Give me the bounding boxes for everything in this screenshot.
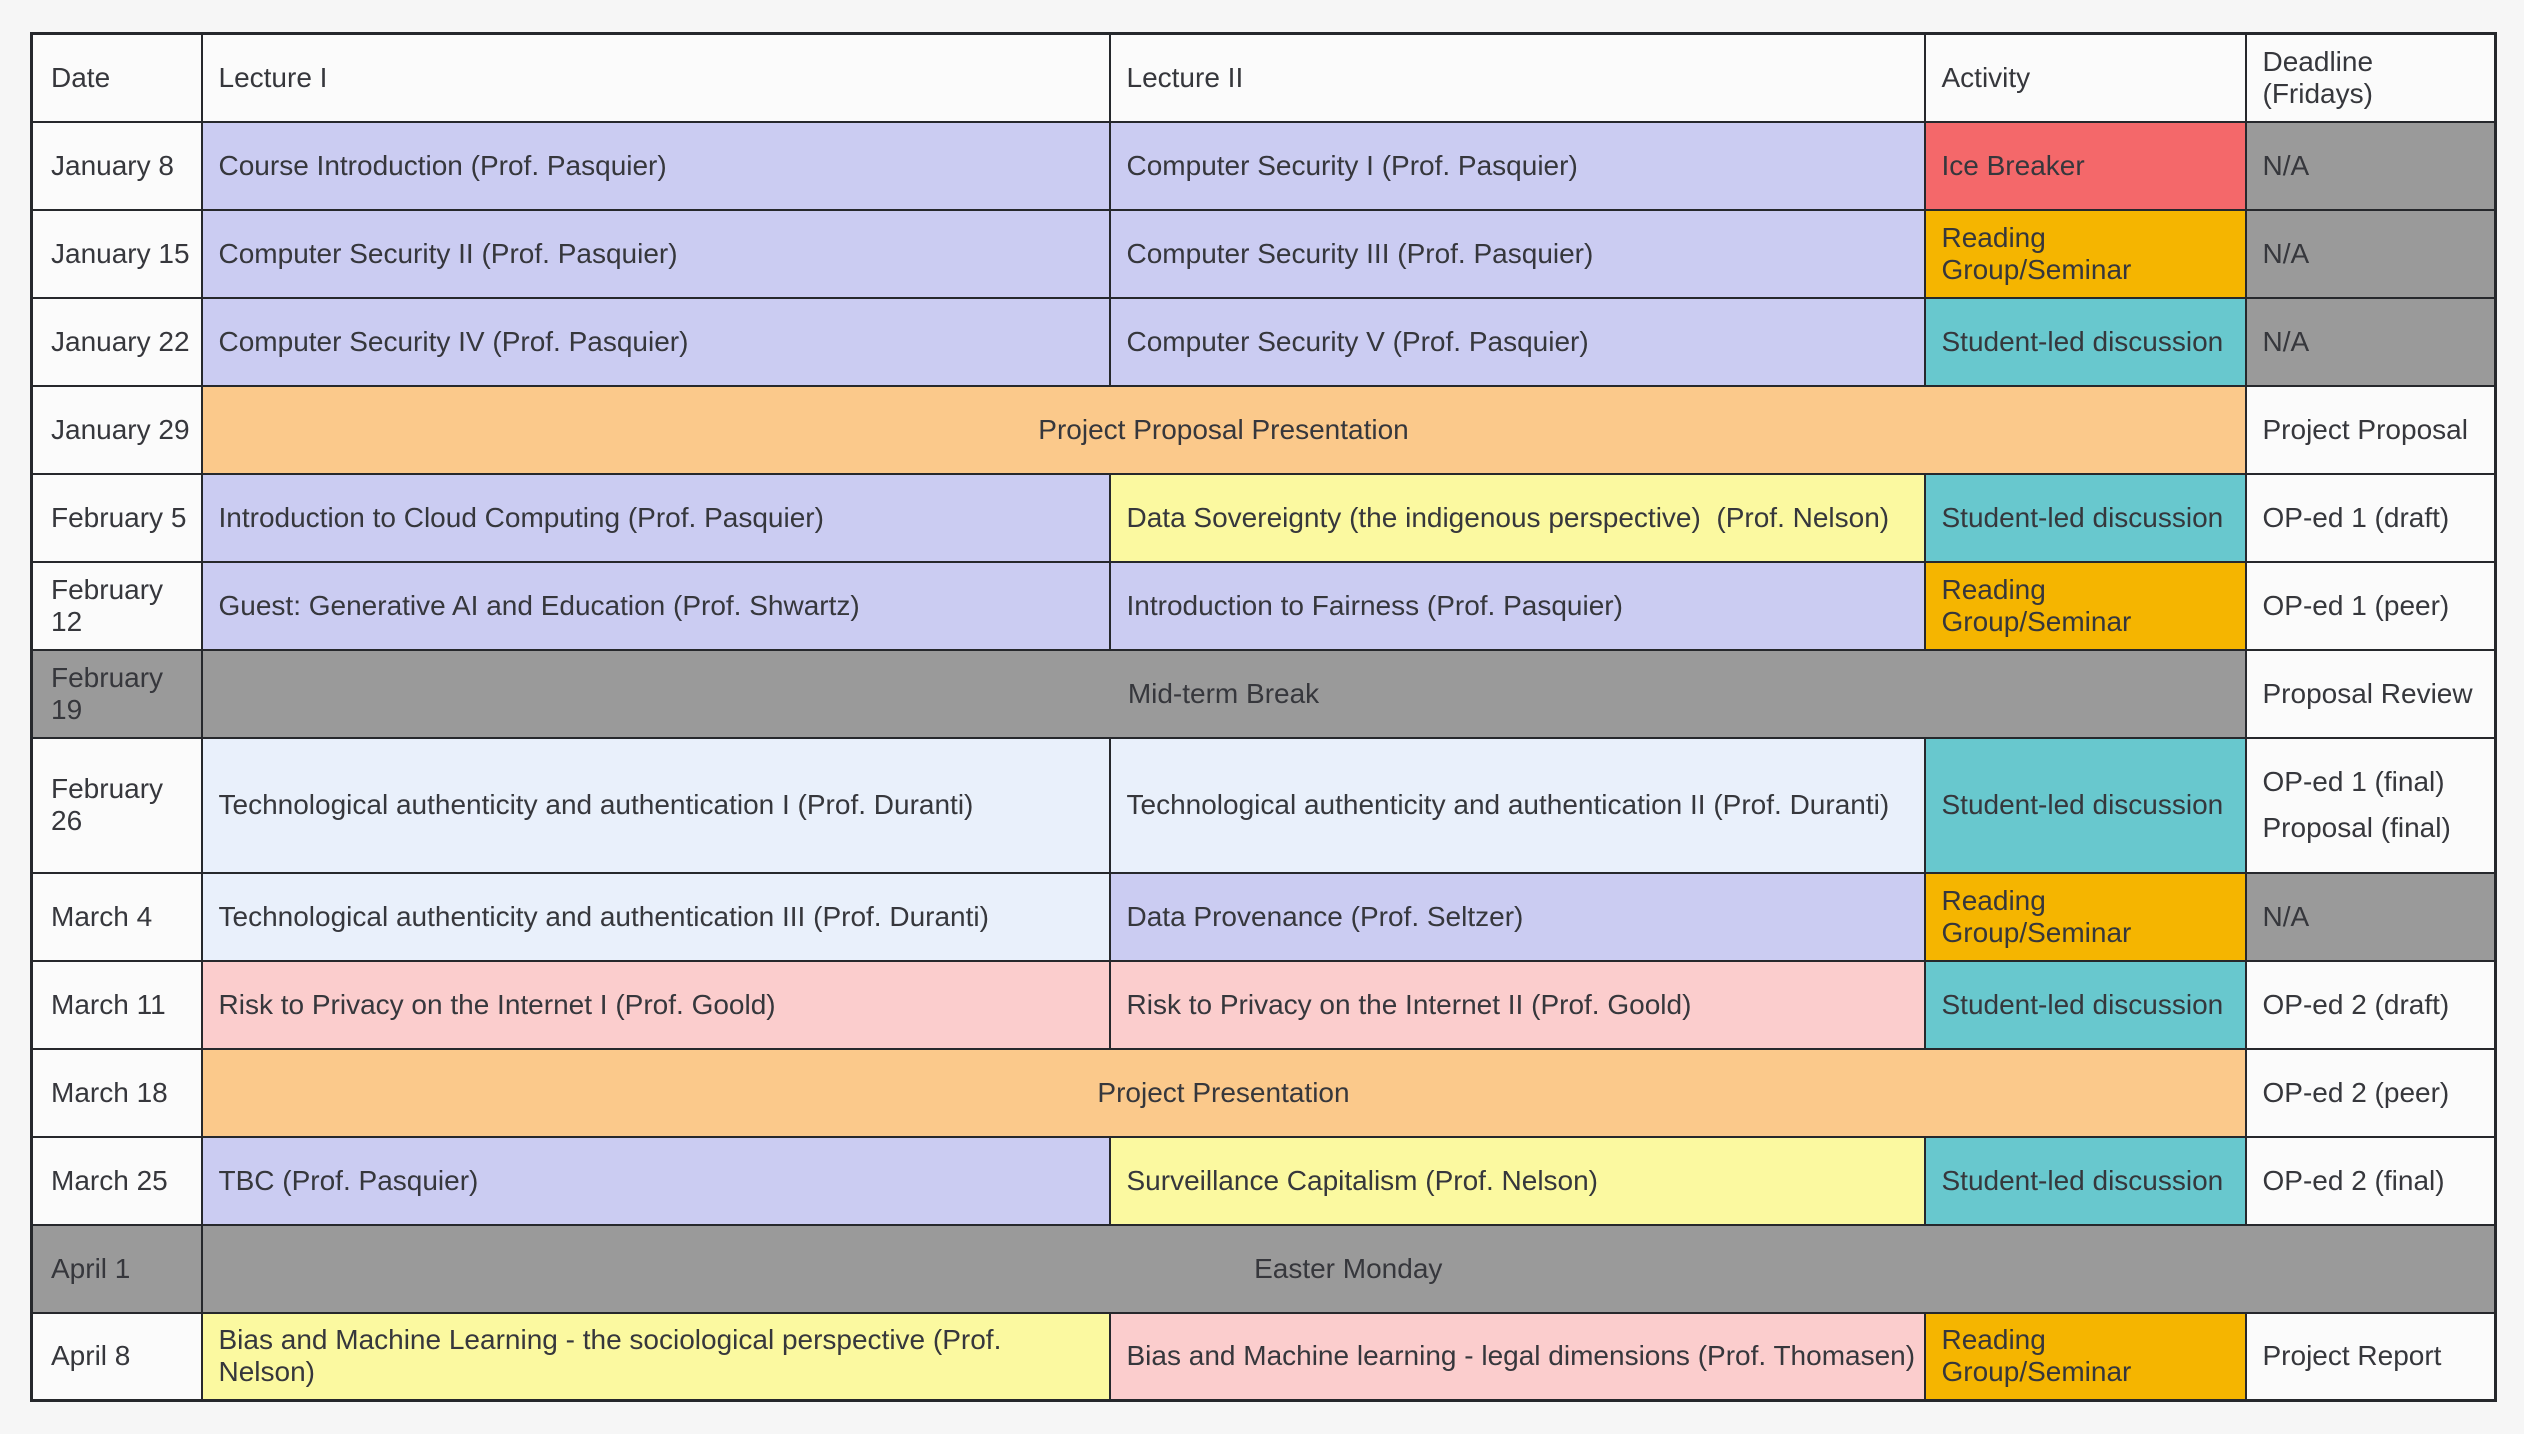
date-cell: March 4 xyxy=(30,871,203,962)
activity-cell: Student-led discussion xyxy=(1923,959,2247,1050)
deadline-cell: OP-ed 1 (peer) xyxy=(2244,560,2497,651)
deadline-cell: Proposal Review xyxy=(2244,648,2497,739)
lecture-1-cell: Risk to Privacy on the Internet I (Prof.… xyxy=(200,959,1111,1050)
lecture-1-cell: Introduction to Cloud Computing (Prof. P… xyxy=(200,472,1111,563)
date-cell: January 8 xyxy=(30,120,203,211)
deadline-line: OP-ed 1 (final) xyxy=(2262,766,2445,797)
date-cell: February 19 xyxy=(30,648,203,739)
date-cell: February 12 xyxy=(30,560,203,651)
table-row: April 1 Easter Monday xyxy=(30,1223,2497,1314)
activity-cell: Reading Group/Seminar xyxy=(1923,871,2247,962)
table-row: January 22 Computer Security IV (Prof. Pa… xyxy=(30,296,2497,387)
activity-cell: Reading Group/Seminar xyxy=(1923,208,2247,299)
activity-cell: Student-led discussion xyxy=(1923,472,2247,563)
activity-cell: Student-led discussion xyxy=(1923,736,2247,874)
deadline-cell: Project Report xyxy=(2244,1311,2497,1402)
lecture-2-cell: Computer Security V (Prof. Pasquier) xyxy=(1108,296,1926,387)
deadline-cell: OP-ed 2 (peer) xyxy=(2244,1047,2497,1138)
table-row: February 19 Mid-term Break Proposal Review xyxy=(30,648,2497,739)
column-header-date: Date xyxy=(30,32,203,123)
activity-cell: Ice Breaker xyxy=(1923,120,2247,211)
lecture-1-cell: Computer Security II (Prof. Pasquier) xyxy=(200,208,1111,299)
date-cell: February 26 xyxy=(30,736,203,874)
table-row: April 8 Bias and Machine Learning - the s… xyxy=(30,1311,2497,1402)
activity-cell: Student-led discussion xyxy=(1923,296,2247,387)
header-row: Date Lecture I Lecture II Activity Deadl… xyxy=(30,32,2497,123)
deadline-cell: OP-ed 2 (final) xyxy=(2244,1135,2497,1226)
deadline-cell: N/A xyxy=(2244,120,2497,211)
table-row: March 11 Risk to Privacy on the Internet … xyxy=(30,959,2497,1050)
lecture-2-cell: Surveillance Capitalism (Prof. Nelson) xyxy=(1108,1135,1926,1226)
schedule-body: January 8 Course Introduction (Prof. Pasq… xyxy=(30,120,2497,1402)
lecture-2-cell: Risk to Privacy on the Internet II (Prof… xyxy=(1108,959,1926,1050)
table-header: Date Lecture I Lecture II Activity Deadl… xyxy=(30,32,2497,123)
table-row: February 5 Introduction to Cloud Computin… xyxy=(30,472,2497,563)
date-cell: April 8 xyxy=(30,1311,203,1402)
table-row: March 18 Project Presentation OP-ed 2 (pee… xyxy=(30,1047,2497,1138)
table-row: January 8 Course Introduction (Prof. Pasq… xyxy=(30,120,2497,211)
lecture-1-cell: Bias and Machine Learning - the sociolog… xyxy=(200,1311,1111,1402)
activity-cell: Student-led discussion xyxy=(1923,1135,2247,1226)
lecture-2-cell: Bias and Machine learning - legal dimens… xyxy=(1108,1311,1926,1402)
lecture-2-cell: Introduction to Fairness (Prof. Pasquier… xyxy=(1108,560,1926,651)
lecture-2-cell: Technological authenticity and authentic… xyxy=(1108,736,1926,874)
merged-event-cell: Easter Monday xyxy=(200,1223,2497,1314)
lecture-1-cell: Course Introduction (Prof. Pasquier) xyxy=(200,120,1111,211)
lecture-1-cell: Guest: Generative AI and Education (Prof… xyxy=(200,560,1111,651)
column-header-lecture-1: Lecture I xyxy=(200,32,1111,123)
merged-event-cell: Project Presentation xyxy=(200,1047,2247,1138)
date-cell: March 18 xyxy=(30,1047,203,1138)
merged-event-cell: Project Proposal Presentation xyxy=(200,384,2247,475)
deadline-cell: N/A xyxy=(2244,296,2497,387)
deadline-line: Proposal (final) xyxy=(2262,812,2451,843)
table-row: March 25 TBC (Prof. Pasquier) Surveillance… xyxy=(30,1135,2497,1226)
date-cell: April 1 xyxy=(30,1223,203,1314)
deadline-cell: OP-ed 1 (draft) xyxy=(2244,472,2497,563)
lecture-2-cell: Data Sovereignty (the indigenous perspec… xyxy=(1108,472,1926,563)
lecture-2-cell: Computer Security I (Prof. Pasquier) xyxy=(1108,120,1926,211)
deadline-cell: OP-ed 2 (draft) xyxy=(2244,959,2497,1050)
lecture-1-cell: TBC (Prof. Pasquier) xyxy=(200,1135,1111,1226)
lecture-1-cell: Technological authenticity and authentic… xyxy=(200,736,1111,874)
table-row: January 15 Computer Security II (Prof. Pa… xyxy=(30,208,2497,299)
date-cell: March 11 xyxy=(30,959,203,1050)
date-cell: January 22 xyxy=(30,296,203,387)
date-cell: February 5 xyxy=(30,472,203,563)
table-row: January 29 Project Proposal Presentation P… xyxy=(30,384,2497,475)
column-header-lecture-2: Lecture II xyxy=(1108,32,1926,123)
date-cell: January 15 xyxy=(30,208,203,299)
deadline-cell: N/A xyxy=(2244,871,2497,962)
activity-cell: Reading Group/Seminar xyxy=(1923,560,2247,651)
lecture-1-cell: Technological authenticity and authentic… xyxy=(200,871,1111,962)
merged-event-cell: Mid-term Break xyxy=(200,648,2247,739)
table-row: February 12 Guest: Generative AI and Educ… xyxy=(30,560,2497,651)
lecture-2-cell: Computer Security III (Prof. Pasquier) xyxy=(1108,208,1926,299)
course-schedule-table: Date Lecture I Lecture II Activity Deadl… xyxy=(30,32,2497,1402)
table-row: February 26 Technological authenticity an… xyxy=(30,736,2497,874)
date-cell: January 29 xyxy=(30,384,203,475)
lecture-2-cell: Data Provenance (Prof. Seltzer) xyxy=(1108,871,1926,962)
date-cell: March 25 xyxy=(30,1135,203,1226)
column-header-activity: Activity xyxy=(1923,32,2247,123)
deadline-cell: Project Proposal xyxy=(2244,384,2497,475)
lecture-1-cell: Computer Security IV (Prof. Pasquier) xyxy=(200,296,1111,387)
deadline-cell: N/A xyxy=(2244,208,2497,299)
column-header-deadline: Deadline (Fridays) xyxy=(2244,32,2497,123)
activity-cell: Reading Group/Seminar xyxy=(1923,1311,2247,1402)
table-row: March 4 Technological authenticity and au… xyxy=(30,871,2497,962)
deadline-cell: OP-ed 1 (final) Proposal (final) xyxy=(2244,736,2497,874)
